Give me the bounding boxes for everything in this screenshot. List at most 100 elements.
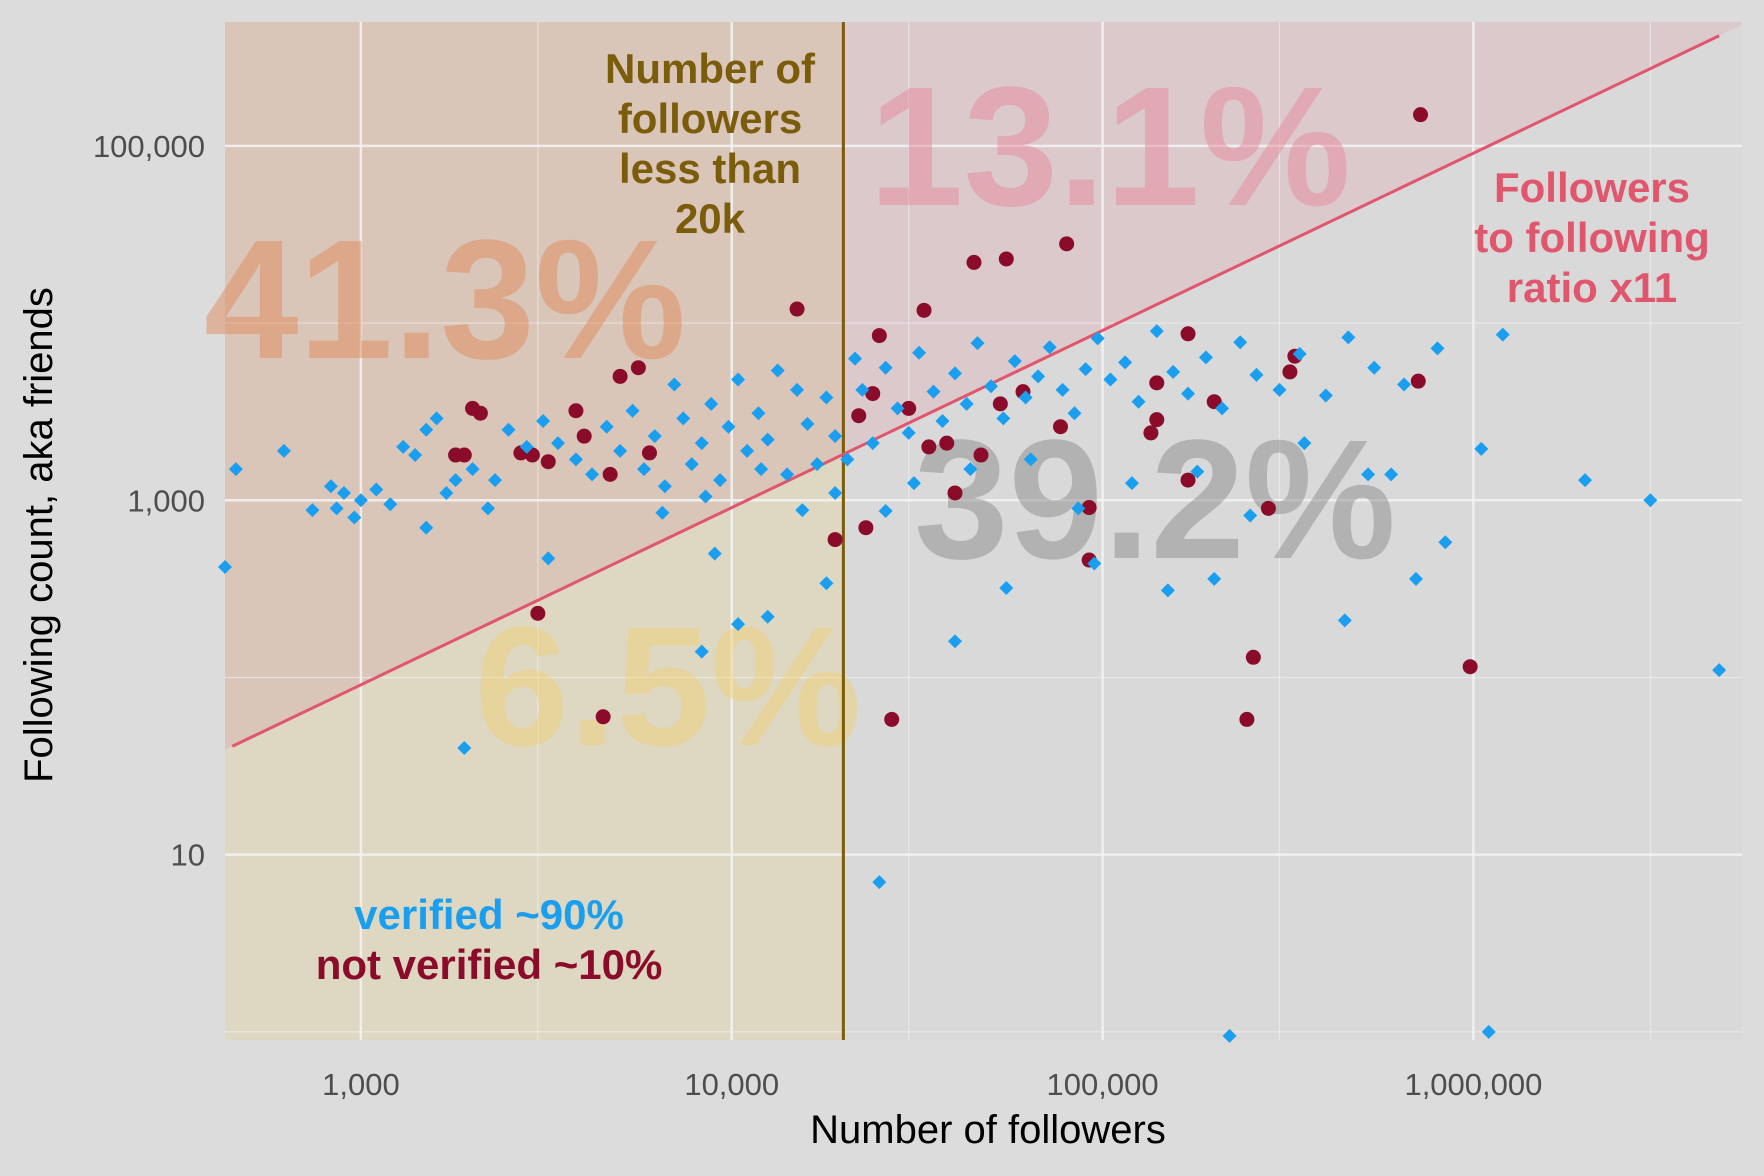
data-point-verified <box>790 382 805 397</box>
y-tick-label: 1,000 <box>127 483 205 518</box>
data-point-not-verified <box>472 405 488 421</box>
data-point-verified <box>963 462 978 477</box>
grid <box>225 22 1742 1040</box>
data-point-not-verified <box>901 400 917 416</box>
data-point-verified <box>754 462 769 477</box>
data-point-verified <box>1149 324 1164 339</box>
x-tick-label: 1,000 <box>322 1067 400 1102</box>
data-point-verified <box>1198 350 1213 365</box>
data-point-verified <box>613 443 628 458</box>
data-point-not-verified <box>641 445 657 461</box>
data-point-verified <box>901 425 916 440</box>
data-point-verified <box>1031 369 1046 384</box>
data-point-not-verified <box>576 428 592 444</box>
data-point-verified <box>1297 436 1312 451</box>
data-point-verified <box>751 406 766 421</box>
data-point-verified <box>1207 571 1222 586</box>
data-point-verified <box>698 489 713 504</box>
data-point-verified <box>731 372 746 387</box>
data-point-not-verified <box>530 605 546 621</box>
region-label-upper-left: 41.3% <box>204 205 686 395</box>
data-point-not-verified <box>595 709 611 725</box>
data-point-verified <box>1215 401 1230 416</box>
data-point-not-verified <box>789 301 805 317</box>
data-point-not-verified <box>1180 472 1196 488</box>
data-point-verified <box>667 377 682 392</box>
data-point-not-verified <box>1239 711 1255 727</box>
data-point-not-verified <box>1245 649 1261 665</box>
data-point-verified <box>1222 1028 1237 1043</box>
data-point-verified <box>1071 501 1086 516</box>
data-point-not-verified <box>827 532 843 548</box>
data-point-verified <box>1190 464 1205 479</box>
data-point-not-verified <box>851 408 867 424</box>
data-point-verified <box>819 390 834 405</box>
data-point-verified <box>585 467 600 482</box>
data-point-verified <box>599 419 614 434</box>
data-point-verified <box>419 520 434 535</box>
y-axis-ticks: 10 1,000 100,000 <box>93 129 205 873</box>
data-point-verified <box>1087 556 1102 571</box>
y-tick-label: 100,000 <box>93 129 205 164</box>
data-point-verified <box>970 336 985 351</box>
region-label-upper-right: 13.1% <box>869 52 1351 242</box>
data-point-verified <box>408 448 423 463</box>
x-axis-title: Number of followers <box>810 1108 1166 1152</box>
data-point-verified <box>795 503 810 518</box>
data-point-not-verified <box>947 485 963 501</box>
data-point-not-verified <box>1260 500 1276 516</box>
data-point-verified <box>694 644 709 659</box>
data-point-verified <box>1578 473 1593 488</box>
data-point-verified <box>1042 340 1057 355</box>
data-point-verified <box>1438 535 1453 550</box>
data-point-not-verified <box>921 439 937 455</box>
data-point-verified <box>1481 1024 1496 1039</box>
x-tick-label: 100,000 <box>1047 1067 1159 1102</box>
threshold-annotation-line: less than <box>619 145 801 192</box>
data-point-verified <box>1103 372 1118 387</box>
data-point-verified <box>1067 406 1082 421</box>
data-point-verified <box>1292 346 1307 361</box>
threshold-annotation: Number of followers less than 20k <box>605 45 816 242</box>
data-point-verified <box>519 439 534 454</box>
data-point-verified <box>760 609 775 624</box>
region-label-lower-left: 6.5% <box>474 592 861 782</box>
data-point-verified <box>536 414 551 429</box>
data-point-verified <box>878 360 893 375</box>
data-point-verified <box>959 396 974 411</box>
data-point-verified <box>819 576 834 591</box>
data-point-verified <box>457 740 472 755</box>
data-point-verified <box>840 452 855 467</box>
region-lower-left <box>225 454 844 1041</box>
data-point-verified <box>926 384 941 399</box>
data-point-verified <box>501 422 516 437</box>
data-point-verified <box>1318 388 1333 403</box>
data-point-verified <box>1495 327 1510 342</box>
data-point-not-verified <box>602 466 618 482</box>
data-point-verified <box>1023 452 1038 467</box>
data-point-verified <box>419 422 434 437</box>
data-point-not-verified <box>1462 659 1478 675</box>
data-point-verified <box>329 501 344 516</box>
data-point-verified <box>996 411 1011 426</box>
data-point-verified <box>1474 441 1489 456</box>
data-point-not-verified <box>1282 364 1298 380</box>
data-point-not-verified <box>456 447 472 463</box>
data-point-not-verified <box>916 302 932 318</box>
x-tick-label: 1,000,000 <box>1404 1067 1542 1102</box>
data-point-verified <box>480 501 495 516</box>
data-point-verified <box>347 510 362 525</box>
data-point-not-verified <box>858 520 874 536</box>
data-point-verified <box>848 351 863 366</box>
threshold-annotation-line: 20k <box>675 195 746 242</box>
data-point-verified <box>865 436 880 451</box>
data-point-verified <box>676 411 691 426</box>
data-point-verified <box>1131 394 1146 409</box>
data-point-verified <box>1243 508 1258 523</box>
data-point-verified <box>1249 367 1264 382</box>
data-point-verified <box>760 432 775 447</box>
y-tick-label: 10 <box>171 838 205 873</box>
data-point-verified <box>1007 354 1022 369</box>
data-point-verified <box>1018 390 1033 405</box>
data-point-verified <box>336 485 351 500</box>
